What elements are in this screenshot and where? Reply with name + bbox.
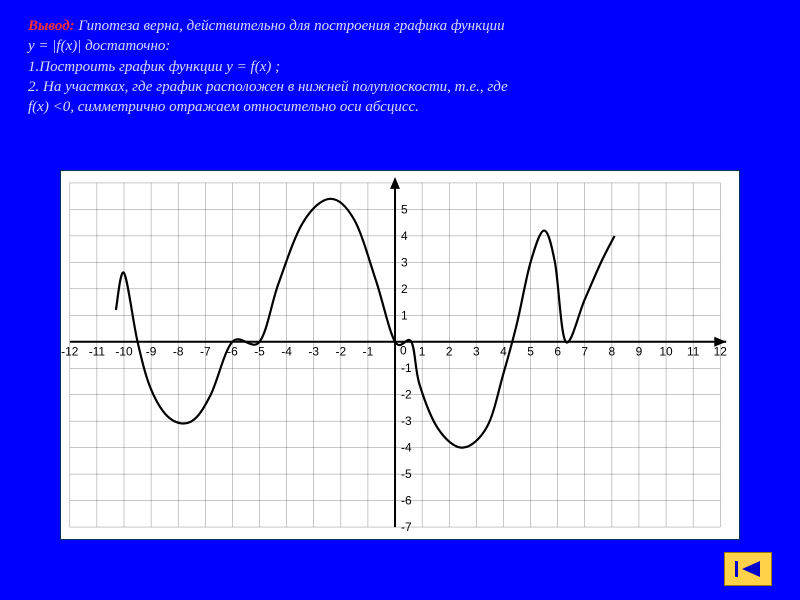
line2: y = |f(x)| достаточно: bbox=[28, 36, 772, 56]
svg-text:1: 1 bbox=[401, 308, 408, 322]
svg-text:12: 12 bbox=[714, 345, 728, 359]
svg-text:-1: -1 bbox=[363, 345, 374, 359]
axes bbox=[70, 177, 726, 527]
function-curve bbox=[116, 199, 615, 448]
svg-text:5: 5 bbox=[527, 345, 534, 359]
back-to-start-button[interactable] bbox=[724, 552, 772, 586]
svg-text:3: 3 bbox=[473, 345, 480, 359]
svg-text:-9: -9 bbox=[146, 345, 157, 359]
line1: Гипотеза верна, действительно для постро… bbox=[75, 18, 505, 34]
svg-text:2: 2 bbox=[446, 345, 453, 359]
svg-text:5: 5 bbox=[401, 202, 408, 216]
line4: 2. На участках, где график расположен в … bbox=[28, 77, 772, 97]
line5: f(x) <0, симметрично отражаем относитель… bbox=[28, 97, 772, 117]
svg-text:-4: -4 bbox=[401, 441, 412, 455]
svg-text:4: 4 bbox=[500, 345, 507, 359]
back-first-icon bbox=[734, 560, 762, 578]
conclusion-text: Вывод: Гипотеза верна, действительно для… bbox=[0, 0, 800, 125]
svg-text:-10: -10 bbox=[115, 345, 133, 359]
svg-text:6: 6 bbox=[554, 345, 561, 359]
svg-text:-3: -3 bbox=[401, 414, 412, 428]
title-word: Вывод: bbox=[28, 18, 75, 34]
svg-text:11: 11 bbox=[687, 345, 700, 359]
svg-text:4: 4 bbox=[401, 229, 408, 243]
svg-text:-11: -11 bbox=[89, 345, 106, 359]
svg-text:1: 1 bbox=[419, 345, 426, 359]
svg-text:-6: -6 bbox=[401, 494, 412, 508]
svg-text:-3: -3 bbox=[308, 345, 319, 359]
svg-text:9: 9 bbox=[636, 345, 643, 359]
svg-text:-2: -2 bbox=[336, 345, 347, 359]
svg-text:-5: -5 bbox=[254, 345, 265, 359]
line3: 1.Построить график функции y = f(x) ; bbox=[28, 57, 772, 77]
svg-text:3: 3 bbox=[401, 255, 408, 269]
svg-text:-7: -7 bbox=[401, 520, 412, 534]
svg-text:-1: -1 bbox=[401, 361, 412, 375]
svg-text:10: 10 bbox=[659, 345, 673, 359]
chart-svg: -12-11-10-9-8-7-6-5-4-3-2-10123456789101… bbox=[61, 171, 739, 539]
svg-text:-5: -5 bbox=[401, 467, 412, 481]
function-chart: -12-11-10-9-8-7-6-5-4-3-2-10123456789101… bbox=[60, 170, 740, 540]
svg-text:-2: -2 bbox=[401, 388, 412, 402]
svg-text:-4: -4 bbox=[281, 345, 292, 359]
svg-text:2: 2 bbox=[401, 282, 408, 296]
svg-text:7: 7 bbox=[581, 345, 588, 359]
svg-text:-7: -7 bbox=[200, 345, 211, 359]
svg-text:-8: -8 bbox=[173, 345, 184, 359]
svg-text:8: 8 bbox=[609, 345, 616, 359]
svg-text:-12: -12 bbox=[61, 345, 79, 359]
